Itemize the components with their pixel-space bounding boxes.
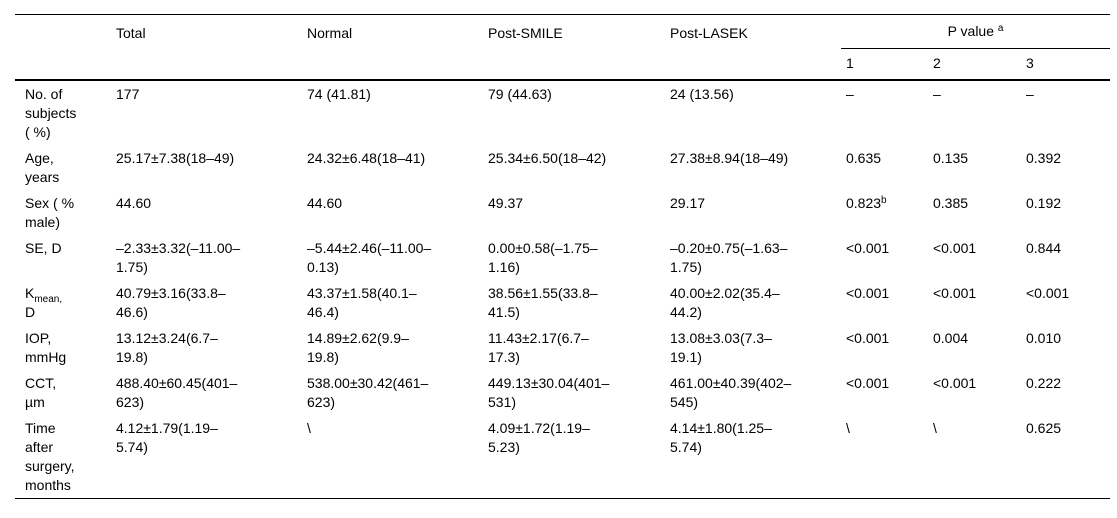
cell-text: D xyxy=(25,303,36,320)
value-cell: –2.33±3.32(–11.00– 1.75) xyxy=(116,239,241,275)
value-cell: 79 (44.63) xyxy=(488,85,552,102)
p-value-cell: 0.135 xyxy=(933,149,969,166)
p-value-cell: <0.001 xyxy=(846,374,890,391)
table-row: IOP, mmHg 13.12±3.24(6.7– 19.8) 14.89±2.62… xyxy=(15,325,1110,370)
table-row: Kmean, D 40.79±3.16(33.8– 46.6) 43.37±1.58… xyxy=(15,280,1110,325)
p-value-cell: <0.001 xyxy=(1026,284,1070,301)
table-row: CCT, µm 488.40±60.45(401– 623) 538.00±30.4… xyxy=(15,370,1110,415)
row-label: CCT, µm xyxy=(25,374,57,410)
value-cell: 14.89±2.62(9.9– 19.8) xyxy=(307,329,409,365)
value-cell: 74 (41.81) xyxy=(307,85,371,102)
value-cell: 461.00±40.39(402– 545) xyxy=(670,374,792,410)
p-value-cell: – xyxy=(846,85,854,102)
cell-text: K xyxy=(25,284,35,301)
row-label: No. of subjects ( %) xyxy=(25,85,77,140)
p-value-label: P value xyxy=(947,23,995,39)
table-row: Time after surgery, months 4.12±1.79(1.19… xyxy=(15,415,1110,499)
row-label: Sex ( % male) xyxy=(25,194,75,230)
value-cell: 13.12±3.24(6.7– 19.8) xyxy=(116,329,218,365)
p-value-cell: \ xyxy=(846,419,850,436)
col-header-p2: 2 xyxy=(928,48,1021,81)
value-cell: 4.09±1.72(1.19– 5.23) xyxy=(488,419,590,455)
header-row-p-subcolumns: 1 2 3 xyxy=(15,48,1111,81)
p-value-cell: <0.001 xyxy=(933,374,977,391)
value-cell: 4.12±1.79(1.19– 5.74) xyxy=(116,419,218,455)
col-header-p3: 3 xyxy=(1021,48,1111,81)
p-value-cell: 0.823b xyxy=(841,190,928,235)
p-value-cell: 0.385 xyxy=(933,194,969,211)
p-value-cell: – xyxy=(1026,85,1034,102)
value-cell: 0.00±0.58(–1.75– 1.16) xyxy=(488,239,598,275)
footnote-marker-a: a xyxy=(997,23,1004,34)
cell-supscript: b xyxy=(881,194,887,206)
row-label: IOP, mmHg xyxy=(25,329,67,365)
table-row: Sex ( % male) 44.60 44.60 49.37 29.17 0.823b 0… xyxy=(15,190,1110,235)
value-cell: 44.60 xyxy=(307,194,343,211)
value-cell: 44.60 xyxy=(116,194,152,211)
row-label: SE, D xyxy=(25,239,62,256)
value-cell: \ xyxy=(307,419,311,436)
col-header-post-smile: Post-SMILE xyxy=(488,14,670,81)
value-cell: 27.38±8.94(18–49) xyxy=(670,149,789,166)
table-body: No. of subjects ( %) 177 74 (41.81) 79 (44.… xyxy=(15,80,1110,499)
p-value-cell: 0.192 xyxy=(1026,194,1062,211)
p-value-cell: 0.222 xyxy=(1026,374,1062,391)
p-value-cell: <0.001 xyxy=(933,284,977,301)
p-value-cell: <0.001 xyxy=(933,239,977,256)
value-cell: 40.00±2.02(35.4– 44.2) xyxy=(670,284,780,320)
col-header-post-lasek: Post-LASEK xyxy=(670,14,841,81)
table-row: SE, D –2.33±3.32(–11.00– 1.75) –5.44±2.46(… xyxy=(15,235,1110,280)
value-cell: 488.40±60.45(401– 623) xyxy=(116,374,238,410)
value-cell: 29.17 xyxy=(670,194,706,211)
value-cell: 40.79±3.16(33.8– 46.6) xyxy=(116,284,226,320)
cell-text: 0.823 xyxy=(846,194,882,211)
p-value-cell: – xyxy=(933,85,941,102)
value-cell: 24 (13.56) xyxy=(670,85,734,102)
col-header-normal: Normal xyxy=(307,14,488,81)
value-cell: 177 xyxy=(116,85,140,102)
value-cell: 49.37 xyxy=(488,194,524,211)
value-cell: 4.14±1.80(1.25– 5.74) xyxy=(670,419,772,455)
value-cell: 43.37±1.58(40.1– 46.4) xyxy=(307,284,417,320)
p-value-cell: <0.001 xyxy=(846,329,890,346)
corner-cell xyxy=(15,14,116,81)
p-value-cell: 0.004 xyxy=(933,329,969,346)
row-label: Kmean, D xyxy=(15,280,116,325)
cell-subscript: mean, xyxy=(34,293,63,305)
p-value-cell: 0.392 xyxy=(1026,149,1062,166)
group-comparison-table: Total Normal Post-SMILE Post-LASEK P val… xyxy=(15,14,1111,499)
value-cell: 38.56±1.55(33.8– 41.5) xyxy=(488,284,598,320)
table-row: Age, years 25.17±7.38(18–49) 24.32±6.48(18… xyxy=(15,145,1110,190)
value-cell: –0.20±0.75(–1.63– 1.75) xyxy=(670,239,788,275)
p-value-cell: \ xyxy=(933,419,937,436)
value-cell: 25.34±6.50(18–42) xyxy=(488,149,607,166)
value-cell: 11.43±2.17(6.7– 17.3) xyxy=(488,329,589,365)
p-value-cell: 0.625 xyxy=(1026,419,1062,436)
value-cell: 538.00±30.42(461– 623) xyxy=(307,374,429,410)
value-cell: 24.32±6.48(18–41) xyxy=(307,149,426,166)
table-row: No. of subjects ( %) 177 74 (41.81) 79 (44.… xyxy=(15,80,1110,145)
p-value-cell: 0.844 xyxy=(1026,239,1062,256)
p-value-cell: <0.001 xyxy=(846,239,890,256)
row-label: Time after surgery, months xyxy=(25,419,75,493)
row-label: Age, years xyxy=(25,149,60,185)
p-value-cell: <0.001 xyxy=(846,284,890,301)
col-header-p-value: P value a xyxy=(841,14,1111,49)
value-cell: 449.13±30.04(401– 531) xyxy=(488,374,610,410)
p-value-cell: 0.010 xyxy=(1026,329,1062,346)
col-header-p1: 1 xyxy=(841,48,928,81)
value-cell: 25.17±7.38(18–49) xyxy=(116,149,235,166)
value-cell: –5.44±2.46(–11.00– 0.13) xyxy=(307,239,432,275)
p-value-cell: 0.635 xyxy=(846,149,882,166)
value-cell: 13.08±3.03(7.3– 19.1) xyxy=(670,329,772,365)
col-header-total: Total xyxy=(116,14,307,81)
header-row-groups: Total Normal Post-SMILE Post-LASEK P val… xyxy=(15,14,1111,81)
